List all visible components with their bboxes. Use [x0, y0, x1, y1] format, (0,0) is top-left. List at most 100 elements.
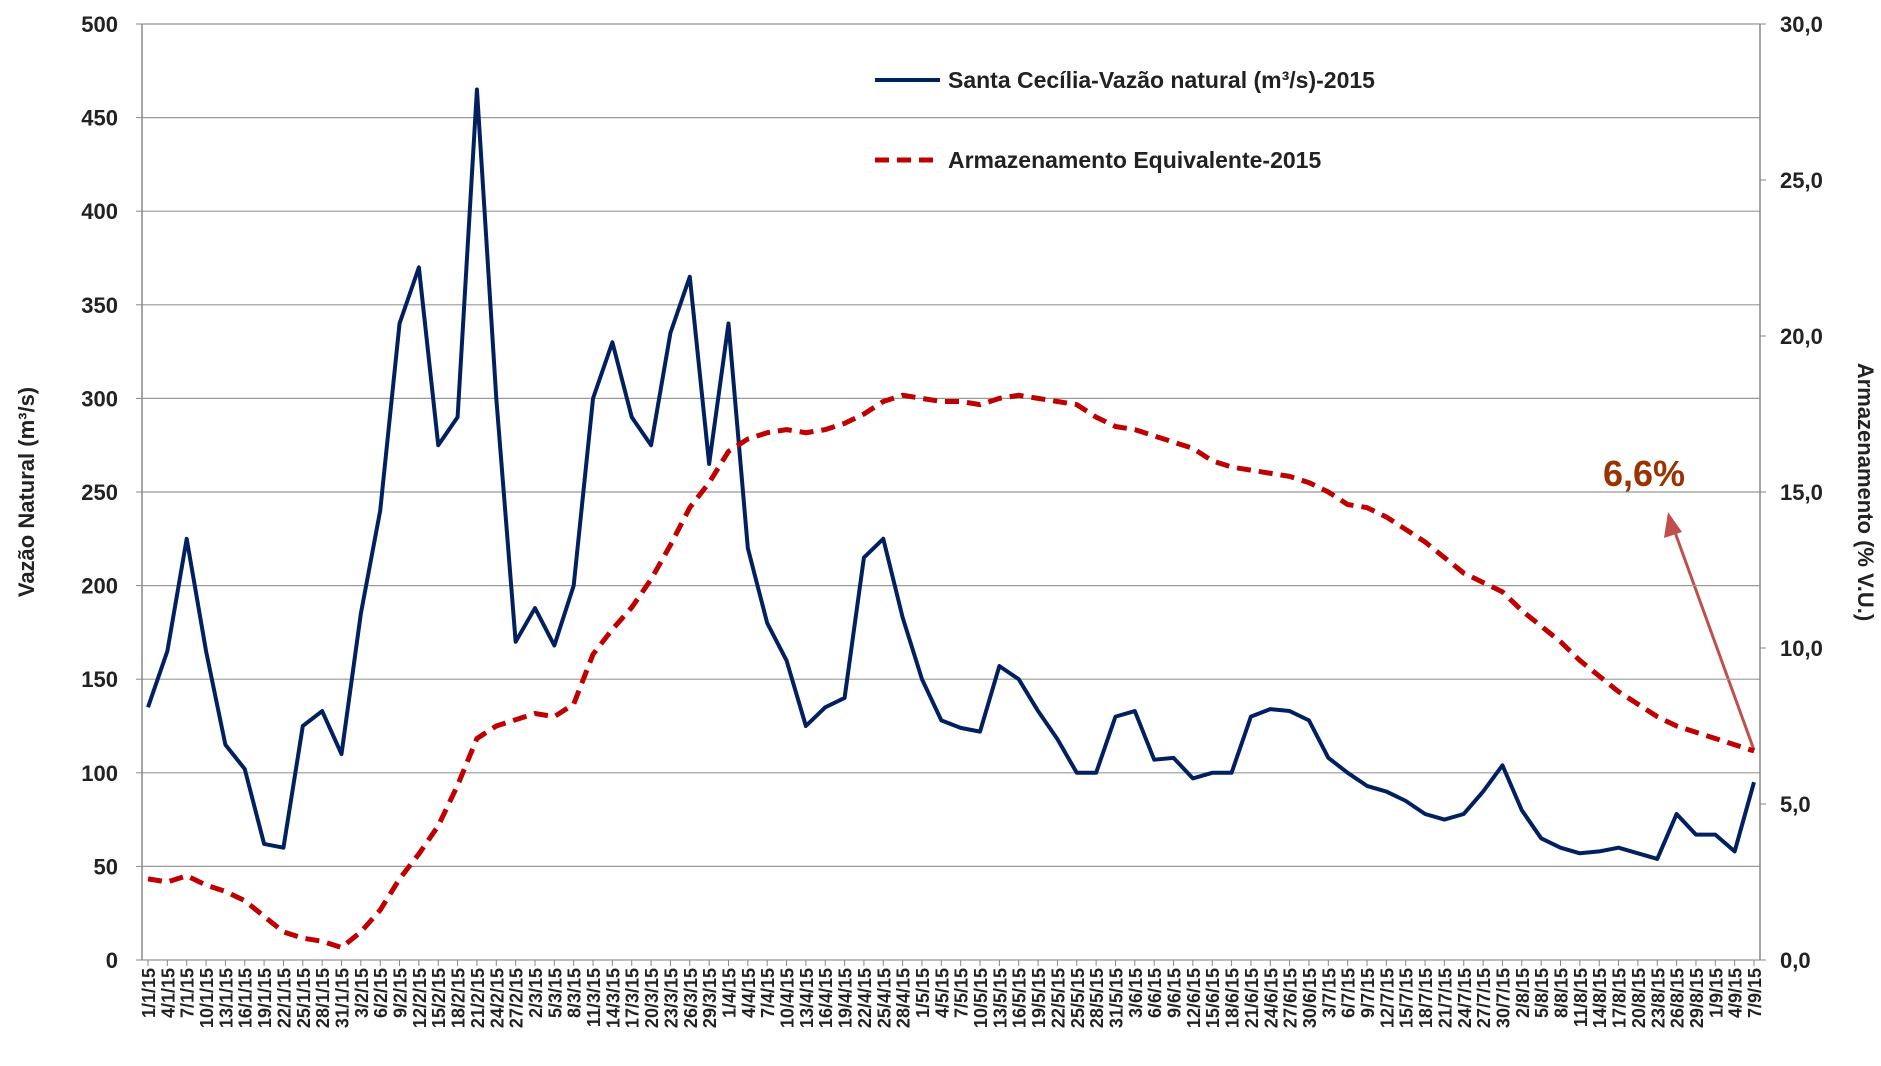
x-tick-label: 20/3/15: [642, 968, 662, 1028]
legend-label: Armazenamento Equivalente-2015: [948, 147, 1321, 173]
x-tick-label: 21/7/15: [1435, 968, 1455, 1028]
x-tick-label: 6/2/15: [371, 968, 391, 1018]
y-axis-title: Vazão Natural (m³/s): [14, 387, 39, 597]
y-tick-label: 100: [81, 761, 118, 786]
x-tick-label: 16/5/15: [1010, 968, 1030, 1028]
x-tick-label: 31/5/15: [1106, 968, 1126, 1028]
x-tick-label: 17/3/15: [623, 968, 643, 1028]
x-tick-label: 3/7/15: [1319, 968, 1339, 1018]
arrow-head: [1664, 512, 1682, 538]
y-tick-label: 350: [81, 293, 118, 318]
y-tick-label: 200: [81, 574, 118, 599]
x-tick-label: 16/1/15: [236, 968, 256, 1028]
x-tick-label: 9/6/15: [1165, 968, 1185, 1018]
x-tick-label: 2/8/15: [1513, 968, 1533, 1018]
y-tick-label: 250: [81, 480, 118, 505]
y-tick-label: 50: [94, 854, 118, 879]
x-tick-label: 30/6/15: [1300, 968, 1320, 1028]
x-tick-label: 3/6/15: [1126, 968, 1146, 1018]
y2-tick-label: 25,0: [1780, 168, 1823, 193]
x-tick-label: 22/4/15: [855, 968, 875, 1028]
y-tick-label: 150: [81, 667, 118, 692]
x-tick-label: 4/5/15: [932, 968, 952, 1018]
x-tick-label: 24/2/15: [487, 968, 507, 1028]
x-tick-label: 25/4/15: [874, 968, 894, 1028]
x-tick-label: 4/4/15: [739, 968, 759, 1018]
x-tick-label: 22/1/15: [274, 968, 294, 1028]
x-tick-label: 5/8/15: [1532, 968, 1552, 1018]
x-tick-label: 24/7/15: [1455, 968, 1475, 1028]
x-tick-label: 19/5/15: [1029, 968, 1049, 1028]
x-tick-label: 19/4/15: [836, 968, 856, 1028]
x-tick-label: 8/8/15: [1552, 968, 1572, 1018]
y-tick-label: 450: [81, 106, 118, 131]
x-tick-label: 23/8/15: [1648, 968, 1668, 1028]
x-tick-label: 18/2/15: [449, 968, 469, 1028]
x-tick-label: 21/6/15: [1242, 968, 1262, 1028]
x-tick-label: 27/7/15: [1474, 968, 1494, 1028]
x-tick-label: 16/4/15: [816, 968, 836, 1028]
x-tick-label: 31/1/15: [332, 968, 352, 1028]
x-tick-label: 8/3/15: [565, 968, 585, 1018]
x-tick-label: 1/5/15: [913, 968, 933, 1018]
series-line: [147, 392, 1755, 951]
x-tick-label: 28/4/15: [894, 968, 914, 1028]
x-tick-label: 1/1/15: [139, 968, 159, 1018]
x-tick-label: 12/6/15: [1184, 968, 1204, 1028]
x-tick-label: 28/5/15: [1087, 968, 1107, 1028]
y2-tick-label: 0,0: [1780, 948, 1811, 973]
legend-label: Santa Cecília-Vazão natural (m³/s)-2015: [948, 67, 1375, 93]
x-tick-label: 27/2/15: [507, 968, 527, 1028]
y2-axis-title: Armazenamento (% V.U.): [1853, 363, 1878, 621]
x-tick-label: 26/3/15: [681, 968, 701, 1028]
x-tick-label: 30/7/15: [1493, 968, 1513, 1028]
y-tick-label: 500: [81, 12, 118, 37]
arrow: [1670, 523, 1756, 751]
x-tick-label: 27/6/15: [1281, 968, 1301, 1028]
y2-tick-label: 30,0: [1780, 12, 1823, 37]
x-tick-label: 10/5/15: [971, 968, 991, 1028]
x-tick-label: 14/3/15: [603, 968, 623, 1028]
x-tick-label: 21/2/15: [468, 968, 488, 1028]
y-tick-label: 400: [81, 199, 118, 224]
x-tick-label: 1/4/15: [719, 968, 739, 1018]
x-tick-label: 11/3/15: [584, 968, 604, 1027]
x-tick-label: 23/3/15: [661, 968, 681, 1028]
x-tick-label: 3/2/15: [352, 968, 372, 1018]
x-tick-label: 5/3/15: [545, 968, 565, 1018]
y2-tick-label: 10,0: [1780, 636, 1823, 661]
x-tick-label: 10/1/15: [197, 968, 217, 1028]
x-tick-label: 1/9/15: [1706, 968, 1726, 1018]
x-tick-label: 15/7/15: [1397, 968, 1417, 1028]
x-tick-label: 18/6/15: [1223, 968, 1243, 1028]
x-tick-label: 7/9/15: [1745, 968, 1765, 1018]
y2-tick-label: 15,0: [1780, 480, 1823, 505]
x-tick-label: 14/8/15: [1590, 968, 1610, 1028]
x-tick-label: 4/9/15: [1726, 968, 1746, 1018]
y2-tick-label: 5,0: [1780, 792, 1811, 817]
x-tick-label: 18/7/15: [1416, 968, 1436, 1028]
x-tick-label: 15/6/15: [1203, 968, 1223, 1028]
x-tick-label: 13/5/15: [990, 968, 1010, 1028]
x-tick-label: 12/7/15: [1377, 968, 1397, 1028]
x-tick-label: 20/8/15: [1629, 968, 1649, 1028]
annotation: 6,6%: [1603, 453, 1685, 494]
x-tick-label: 11/8/15: [1571, 968, 1591, 1027]
x-tick-label: 29/8/15: [1687, 968, 1707, 1028]
x-tick-label: 7/4/15: [758, 968, 778, 1018]
x-tick-label: 25/1/15: [294, 968, 314, 1028]
x-tick-label: 17/8/15: [1610, 968, 1630, 1028]
y2-tick-label: 20,0: [1780, 324, 1823, 349]
x-tick-label: 15/2/15: [429, 968, 449, 1028]
x-tick-label: 9/7/15: [1358, 968, 1378, 1018]
x-tick-label: 25/5/15: [1068, 968, 1088, 1028]
x-tick-label: 10/4/15: [778, 968, 798, 1028]
x-tick-label: 13/4/15: [797, 968, 817, 1028]
x-tick-label: 4/1/15: [158, 968, 178, 1018]
x-tick-label: 22/5/15: [1048, 968, 1068, 1028]
x-tick-label: 13/1/15: [216, 968, 236, 1028]
y-tick-label: 0: [106, 948, 118, 973]
x-tick-label: 7/5/15: [952, 968, 972, 1018]
x-tick-label: 6/6/15: [1145, 968, 1165, 1018]
